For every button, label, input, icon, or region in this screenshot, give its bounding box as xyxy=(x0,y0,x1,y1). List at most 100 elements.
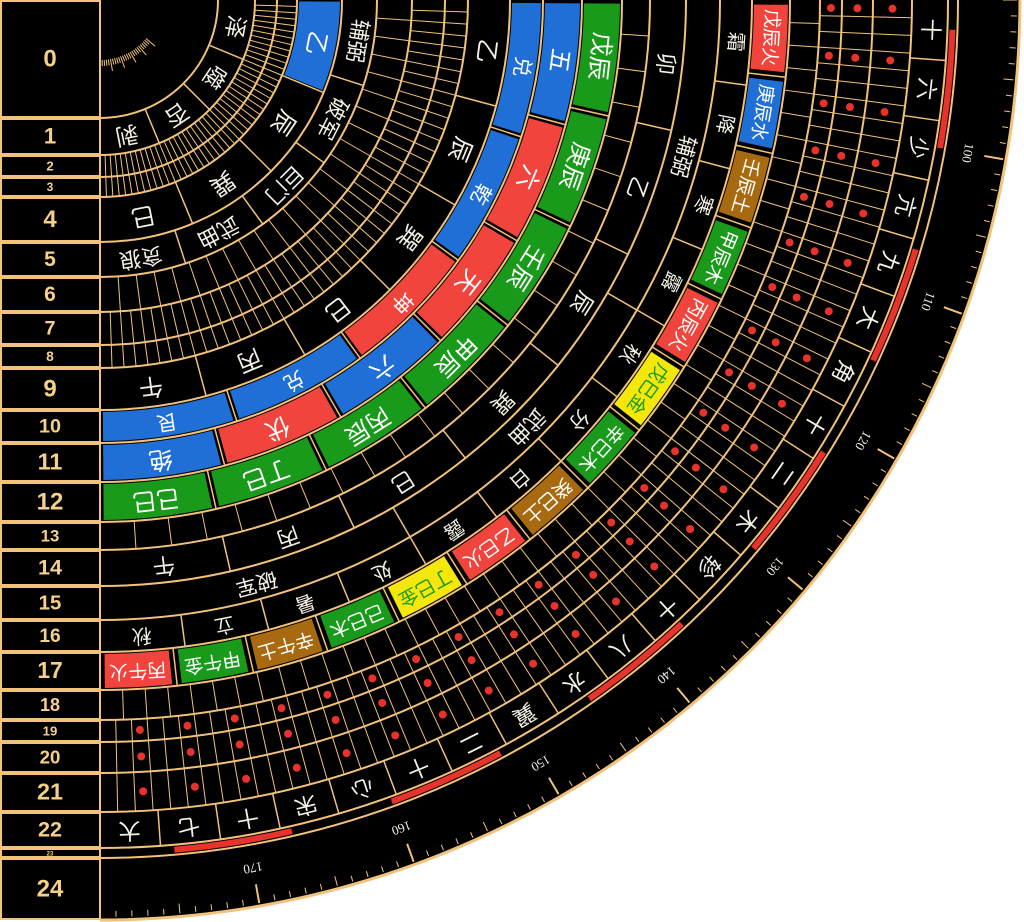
cell-divider xyxy=(527,113,566,126)
cell-divider xyxy=(130,310,135,344)
cell-divider xyxy=(841,31,873,35)
cell-divider xyxy=(786,67,817,72)
cell-divider xyxy=(334,205,360,228)
cell-divider xyxy=(330,153,360,174)
cell-divider xyxy=(174,229,187,264)
cell-divider xyxy=(742,370,770,387)
cell-divider xyxy=(519,547,539,572)
center-tick xyxy=(142,41,148,47)
cell-divider xyxy=(651,346,685,368)
cell-divider xyxy=(196,735,202,767)
cell-divider xyxy=(374,35,410,42)
ring-cell-text: 兑 xyxy=(509,55,536,79)
cell-divider xyxy=(104,154,107,177)
ring-index-cell xyxy=(0,858,101,920)
cell-divider xyxy=(363,637,376,666)
cell-divider xyxy=(348,122,381,139)
center-tick xyxy=(116,57,119,64)
cell-divider xyxy=(708,324,736,340)
red-dot xyxy=(607,518,616,527)
cell-divider xyxy=(364,164,394,183)
cell-divider xyxy=(135,274,142,310)
cell-divider xyxy=(339,138,371,157)
cell-divider xyxy=(263,67,283,76)
cell-divider xyxy=(500,660,522,695)
cell-divider xyxy=(368,691,381,721)
cell-divider xyxy=(486,669,507,704)
ring-cell xyxy=(103,472,213,520)
cell-divider xyxy=(166,770,172,809)
degree-tick xyxy=(242,899,244,906)
ring-index-label: 4 xyxy=(43,206,57,233)
red-dot xyxy=(650,562,659,571)
cell-divider xyxy=(529,342,559,366)
degree-tick xyxy=(938,355,945,359)
degree-label: 170 xyxy=(242,859,264,877)
cell-divider xyxy=(255,82,274,94)
cell-divider xyxy=(272,259,293,288)
cell-divider xyxy=(114,154,118,177)
red-dot xyxy=(467,656,476,665)
cell-divider xyxy=(261,72,280,82)
cell-divider xyxy=(246,49,268,58)
cell-divider xyxy=(893,171,929,181)
cell-divider xyxy=(128,174,133,195)
cell-divider xyxy=(776,134,807,141)
red-dot xyxy=(612,597,621,606)
red-dot xyxy=(837,151,846,160)
ring-index-cell xyxy=(0,242,101,277)
cell-divider xyxy=(680,425,699,440)
cell-divider xyxy=(812,388,845,408)
ring-cell-text: 丙午火 xyxy=(109,658,167,683)
cell-divider xyxy=(312,227,337,253)
cell-divider xyxy=(197,146,210,165)
cell-divider xyxy=(511,616,530,644)
cell-divider xyxy=(838,336,872,353)
ring-cell xyxy=(230,334,357,419)
cell-divider xyxy=(860,283,895,298)
cell-divider xyxy=(651,462,669,478)
cell-divider xyxy=(718,304,746,319)
cell-divider xyxy=(221,322,231,345)
cell-divider xyxy=(570,612,595,645)
cell-divider xyxy=(144,688,148,719)
cell-divider xyxy=(839,64,871,68)
ring-cell xyxy=(313,380,422,467)
cell-divider xyxy=(706,386,727,400)
cell-divider xyxy=(283,318,306,356)
cell-divider xyxy=(765,327,794,343)
degree-tick xyxy=(836,535,843,540)
cell-divider xyxy=(320,383,342,418)
cell-divider xyxy=(819,30,842,33)
ring-cell xyxy=(750,4,788,73)
cell-divider xyxy=(576,568,598,593)
cell-divider xyxy=(228,120,245,136)
degree-tick xyxy=(904,427,910,431)
cell-divider xyxy=(210,326,219,349)
cell-divider xyxy=(411,19,445,24)
degree-tick xyxy=(647,727,653,733)
cell-divider xyxy=(383,685,397,715)
cell-divider xyxy=(300,280,315,300)
cell-divider xyxy=(631,613,656,642)
cell-divider xyxy=(781,230,803,239)
cell-divider xyxy=(603,471,626,493)
degree-major-tick xyxy=(548,777,560,795)
degree-tick xyxy=(817,560,823,565)
ring-index-label: 8 xyxy=(46,349,54,364)
cell-divider xyxy=(272,298,285,319)
cell-divider xyxy=(115,741,118,773)
cell-divider xyxy=(403,70,437,79)
cell-divider xyxy=(206,469,217,510)
cell-divider xyxy=(262,304,274,325)
cell-divider xyxy=(193,122,209,141)
red-dot xyxy=(625,537,634,546)
cell-divider xyxy=(392,507,411,538)
cell-divider xyxy=(254,9,277,13)
cell-divider xyxy=(401,80,434,90)
cell-divider xyxy=(254,4,277,7)
cell-divider xyxy=(422,121,445,131)
cell-divider xyxy=(903,114,940,122)
cell-divider xyxy=(177,335,185,359)
cell-divider xyxy=(269,50,289,58)
